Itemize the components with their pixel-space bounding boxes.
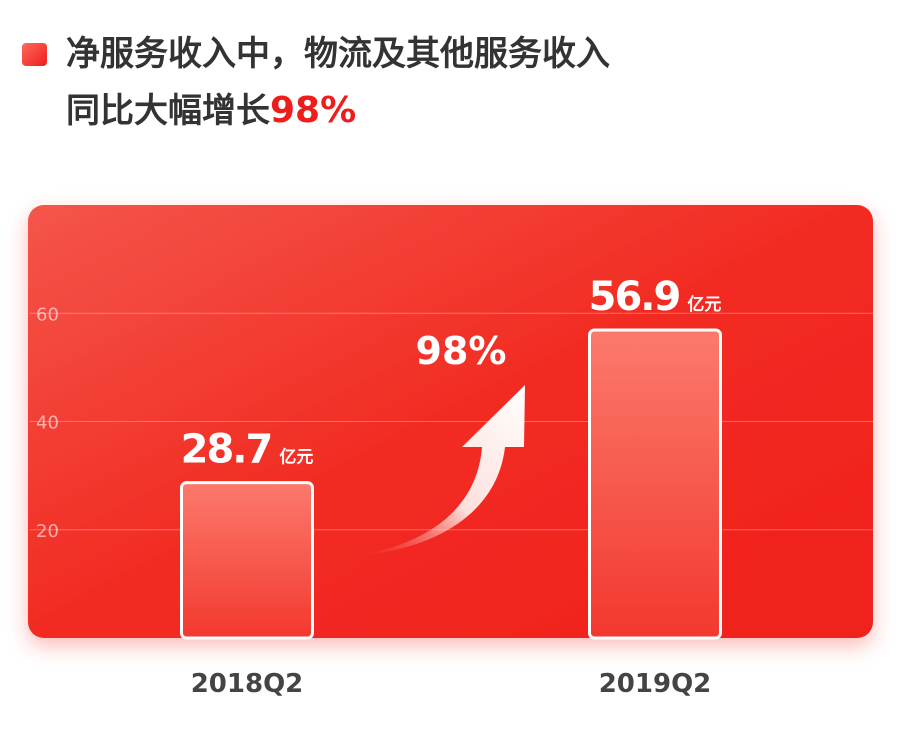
y-tick-label: 60: [36, 304, 59, 325]
data-label: 56.9 亿元: [589, 274, 722, 320]
data-label-unit: 亿元: [279, 447, 313, 468]
bar: [588, 328, 722, 640]
title-marker: [22, 43, 47, 66]
growth-arrow: [362, 385, 525, 555]
data-label-value: 28.7: [181, 427, 272, 473]
y-tick-label: 40: [36, 413, 59, 434]
data-label-value: 56.9: [589, 274, 680, 320]
x-tick-label: 2019Q2: [599, 669, 712, 699]
chart-title: 同比大幅增长98%: [66, 90, 356, 131]
data-label: 28.7 亿元: [181, 427, 314, 473]
data-label-unit: 亿元: [687, 294, 721, 315]
title-highlight: 98%: [270, 90, 356, 131]
y-tick-label: 20: [36, 521, 59, 542]
x-tick-label: 2018Q2: [191, 669, 304, 699]
bar: [180, 481, 314, 640]
chart-title: 净服务收入中，物流及其他服务收入: [66, 34, 610, 74]
title-text: 同比大幅增长: [66, 91, 270, 131]
growth-annotation: 98%: [416, 329, 507, 373]
